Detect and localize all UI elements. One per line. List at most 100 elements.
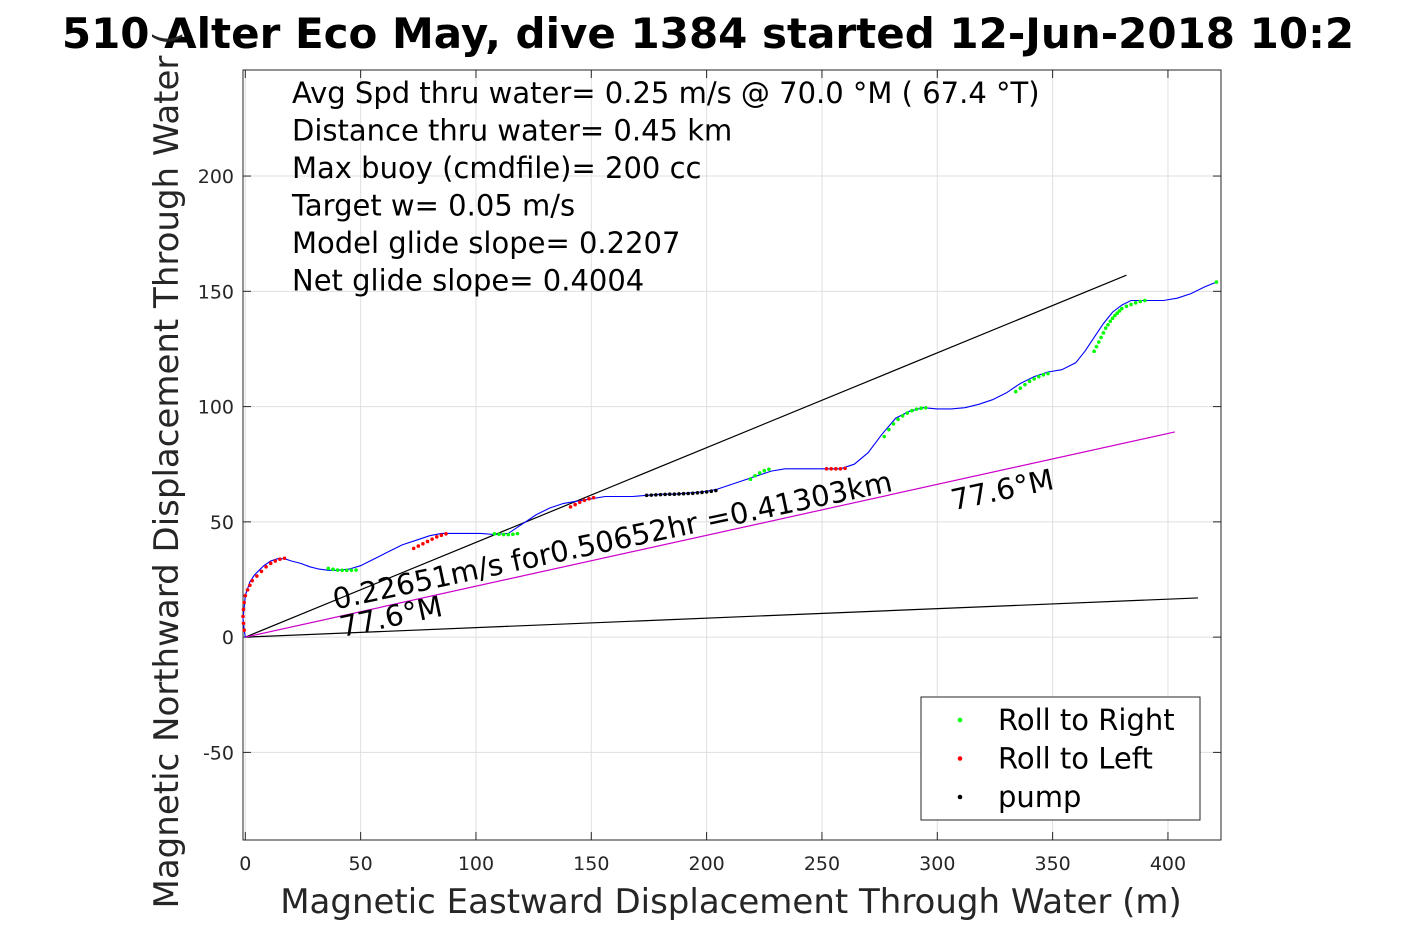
point-roll-to-right [1101,331,1106,335]
point-roll-to-right [326,566,331,571]
point-roll-to-right [1023,382,1027,387]
legend-marker [957,756,963,761]
point-roll-to-right [515,531,520,536]
point-roll-to-left [241,621,246,626]
point-roll-to-right [1018,386,1023,390]
point-roll-to-right [1092,349,1096,354]
y-tick-label: 150 [198,281,234,303]
point-roll-to-left [582,498,587,503]
point-roll-to-right [1099,335,1103,340]
reference-line-heading-line [245,431,1175,638]
point-roll-to-left [259,569,264,574]
point-roll-to-right [1041,372,1046,377]
point-roll-to-right [919,406,923,411]
point-roll-to-right [1036,374,1041,379]
stats-line: Target w= 0.05 m/s [291,189,575,223]
point-roll-to-left [268,561,273,566]
point-roll-to-right [762,468,767,473]
point-roll-to-right [1027,379,1032,384]
track-line [242,281,1217,638]
stats-text-block: Avg Spd thru water= 0.25 m/s @ 70.0 °M (… [291,76,1040,298]
point-roll-to-right [1046,371,1050,376]
point-roll-to-right [1117,309,1122,313]
point-roll-to-right [1138,299,1143,304]
track-series [242,281,1217,638]
point-roll-to-left [421,541,425,546]
point-roll-to-left [829,467,833,471]
point-pump [709,489,714,493]
point-roll-to-right [900,414,905,418]
point-roll-to-right [1115,311,1120,316]
point-pump [681,491,686,496]
legend-label: Roll to Right [998,703,1175,737]
chart-title: 510 Alter Eco May, dive 1384 started 12-… [62,9,1354,58]
point-roll-to-right [497,532,501,537]
x-tick-label: 250 [804,853,840,875]
point-roll-to-right [331,567,335,572]
stats-line: Net glide slope= 0.4004 [292,264,644,298]
point-pump [677,492,681,496]
stats-line: Avg Spd thru water= 0.25 m/s @ 70.0 °M (… [292,76,1040,110]
point-roll-to-left [241,614,245,619]
point-roll-to-left [242,600,246,605]
point-roll-to-right [1124,304,1129,309]
point-roll-to-left [439,533,444,538]
x-tick-label: 100 [458,853,494,875]
point-roll-to-left [843,466,847,471]
point-roll-to-right [910,408,914,413]
y-axis-label: Magnetic Northward Displacement Through … [147,32,187,909]
point-roll-to-left [242,628,246,633]
point-pump [663,492,667,497]
point-roll-to-right [1133,301,1138,305]
point-roll-to-right [887,427,891,432]
y-tick-label: 0 [222,627,234,649]
stats-line: Distance thru water= 0.45 km [292,114,732,148]
point-pump [654,493,658,497]
legend-label: pump [998,780,1081,814]
point-roll-to-right [501,532,506,537]
point-roll-to-right [1032,377,1036,381]
point-roll-to-right [896,417,900,422]
point-roll-to-right [1110,316,1115,321]
point-roll-to-left [411,546,416,551]
point-roll-to-left [243,593,248,598]
point-roll-to-right [905,411,910,415]
point-roll-to-right [1108,319,1113,324]
point-roll-to-right [492,532,497,536]
point-roll-to-left [573,502,577,507]
point-roll-to-left [833,467,838,471]
point-roll-to-right [1214,280,1219,284]
point-roll-to-right [349,568,354,573]
point-roll-to-left [591,495,596,500]
reference-lines [245,274,1198,638]
annotations: 0.22651m/s for0.50652hr =0.41303km77.6°M… [330,462,1057,644]
point-roll-to-right [1013,389,1018,394]
point-roll-to-right [748,477,753,482]
x-tick-label: 50 [349,853,373,875]
point-roll-to-left [434,535,439,539]
stats-line: Max buoy (cmdfile)= 200 cc [292,151,701,185]
point-roll-to-left [824,467,829,471]
x-axis-label: Magnetic Eastward Displacement Through W… [280,882,1182,922]
point-roll-to-right [1096,340,1101,344]
legend-marker [957,717,963,723]
point-roll-to-right [344,568,349,573]
reference-line-upper-bound [245,274,1127,638]
point-pump [644,493,649,498]
marker-points [241,280,1219,633]
plot-frame [242,69,1222,841]
point-pump [667,492,672,496]
point-roll-to-right [767,467,771,472]
y-tick-label: -50 [203,742,234,764]
point-roll-to-left [425,539,430,544]
legend: Roll to Right Roll to Left pump [920,696,1201,821]
point-roll-to-left [444,532,448,536]
point-roll-to-left [577,500,582,505]
point-roll-to-right [511,532,515,537]
point-roll-to-right [1120,306,1124,311]
point-roll-to-right [1106,322,1110,327]
point-roll-to-right [506,532,511,537]
x-tick-label: 400 [1150,853,1186,875]
point-roll-to-right [1143,298,1147,303]
